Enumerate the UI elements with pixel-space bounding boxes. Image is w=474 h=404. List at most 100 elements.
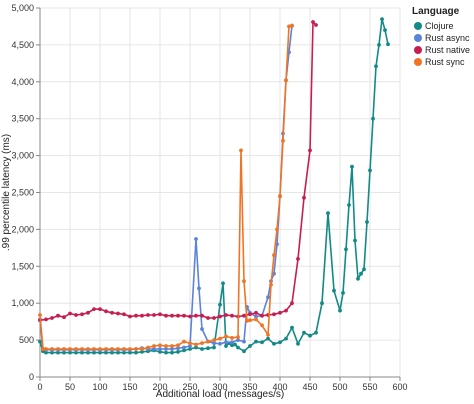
- data-point-clojure: [134, 350, 138, 355]
- data-point-clojure: [350, 164, 354, 169]
- data-point-clojure: [188, 347, 192, 351]
- data-point-rust-sync: [284, 78, 288, 83]
- data-point-rust-async: [152, 347, 156, 351]
- series-rust-async: [38, 23, 294, 352]
- data-point-rust-sync: [260, 323, 264, 328]
- data-point-clojure: [122, 350, 126, 355]
- data-point-clojure: [344, 247, 348, 252]
- data-point-clojure: [284, 336, 288, 341]
- x-tick-label: 100: [92, 382, 107, 392]
- data-point-clojure: [68, 350, 72, 355]
- data-point-rust-sync: [86, 347, 90, 351]
- data-point-clojure: [356, 276, 360, 281]
- y-tick-label: 2,000: [11, 224, 34, 234]
- data-point-rust-native: [272, 312, 276, 317]
- data-point-rust-native: [182, 313, 186, 318]
- data-point-clojure: [221, 281, 225, 286]
- data-point-rust-async: [236, 338, 240, 342]
- data-point-clojure: [170, 350, 174, 355]
- series-line-rust-sync: [39, 24, 293, 350]
- data-point-clojure: [92, 350, 96, 355]
- data-point-rust-native: [188, 314, 192, 319]
- data-point-clojure: [383, 28, 387, 32]
- x-tick-label: 550: [362, 382, 377, 392]
- x-tick-label: 400: [272, 382, 287, 392]
- y-tick-label: 1,500: [11, 261, 34, 271]
- data-point-rust-native: [134, 313, 138, 318]
- data-point-rust-native: [68, 311, 72, 316]
- data-point-rust-sync: [140, 347, 144, 351]
- x-tick-label: 300: [212, 382, 227, 392]
- x-axis-title: Additional load (messages/s): [156, 389, 284, 400]
- data-point-clojure: [200, 347, 204, 351]
- data-point-rust-native: [200, 313, 204, 318]
- data-point-clojure: [302, 330, 306, 335]
- y-tick-label: 500: [19, 335, 34, 345]
- data-point-rust-native: [146, 313, 150, 317]
- data-point-rust-sync: [122, 347, 126, 351]
- data-point-rust-native: [62, 315, 66, 320]
- data-point-clojure: [140, 350, 144, 354]
- data-point-rust-sync: [104, 347, 108, 351]
- data-point-rust-native: [194, 313, 198, 318]
- legend-swatch-rust-native: [414, 46, 422, 54]
- data-point-rust-async: [266, 295, 270, 300]
- data-point-rust-sync: [170, 344, 174, 348]
- data-point-rust-native: [302, 195, 306, 200]
- data-point-rust-sync: [248, 318, 252, 323]
- data-point-rust-async: [182, 345, 186, 350]
- y-axis-title: .99 percentile latency (ms): [1, 134, 12, 251]
- data-point-clojure: [386, 42, 390, 47]
- data-point-clojure: [176, 350, 180, 354]
- data-point-rust-sync: [98, 347, 102, 351]
- data-point-rust-native: [80, 312, 84, 317]
- data-point-rust-sync: [200, 341, 204, 345]
- data-point-rust-sync: [212, 338, 216, 342]
- data-point-rust-sync: [254, 317, 258, 322]
- data-point-rust-native: [254, 310, 258, 315]
- y-tick-label: 3,000: [11, 151, 34, 161]
- data-point-clojure: [380, 17, 384, 21]
- data-point-rust-async: [197, 286, 201, 291]
- data-point-rust-native: [152, 313, 156, 317]
- data-point-rust-async: [212, 341, 216, 345]
- data-point-rust-sync: [266, 333, 270, 337]
- series-rust-sync: [38, 23, 294, 351]
- data-point-clojure: [320, 301, 324, 306]
- data-point-clojure: [296, 341, 300, 346]
- x-tick-labels: 0 50 100 150 200 250 300 350 400 450 500 550 600: [37, 377, 408, 392]
- data-point-rust-native: [128, 314, 132, 319]
- data-point-rust-native: [278, 310, 282, 315]
- data-point-clojure: [290, 325, 294, 330]
- data-point-rust-native: [176, 313, 180, 318]
- data-point-rust-sync: [290, 23, 294, 28]
- legend: Language Clojure Rust async Rust native Rus…: [412, 6, 470, 67]
- data-point-rust-sync: [242, 279, 246, 283]
- data-point-rust-sync: [110, 347, 114, 351]
- data-point-clojure: [242, 349, 246, 354]
- data-point-clojure: [272, 341, 276, 346]
- series-clojure: [38, 17, 390, 355]
- data-point-rust-sync: [128, 347, 132, 351]
- data-point-rust-native: [311, 20, 315, 24]
- y-tick-label: 4,500: [11, 40, 34, 50]
- x-tick-label: 500: [332, 382, 347, 392]
- data-point-rust-sync: [224, 334, 228, 339]
- x-tick-label: 350: [242, 382, 257, 392]
- data-point-clojure: [308, 333, 312, 338]
- data-point-clojure: [44, 350, 48, 355]
- x-tick-label: 200: [152, 382, 167, 392]
- data-point-clojure: [365, 220, 369, 224]
- data-point-rust-sync: [62, 347, 66, 351]
- data-point-rust-native: [110, 310, 114, 315]
- data-point-clojure: [353, 238, 357, 243]
- series-line-rust-async: [39, 25, 293, 351]
- legend-label-rust-native: Rust native: [425, 45, 470, 55]
- data-point-rust-sync: [287, 24, 291, 29]
- data-point-rust-sync: [194, 342, 198, 347]
- data-point-clojure: [338, 308, 342, 313]
- data-point-rust-sync: [41, 347, 45, 351]
- data-point-clojure: [116, 350, 120, 355]
- data-point-rust-sync: [206, 339, 210, 344]
- y-tick-label: 5,000: [11, 3, 34, 13]
